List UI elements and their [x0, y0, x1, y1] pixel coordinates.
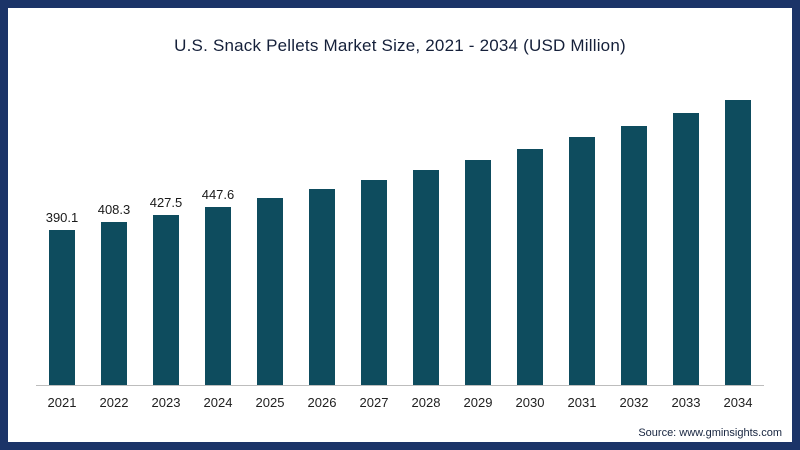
bar-column: 408.3: [88, 202, 140, 385]
bar-2031: [569, 137, 595, 385]
bar-2022: [101, 222, 127, 385]
bar-column: [556, 117, 608, 385]
bar-2030: [517, 149, 543, 385]
x-tick-label: 2026: [307, 395, 337, 410]
bar-column: [712, 80, 764, 385]
bar-2029: [465, 160, 491, 385]
bar-value-label: 427.5: [149, 195, 183, 210]
bar-2034: [725, 100, 751, 385]
bar-2028: [413, 170, 439, 385]
plot-area: 390.1 408.3 427.5 447.6 2021 2022 2023 2024 202…: [36, 75, 764, 410]
bar-value-label: 408.3: [97, 202, 131, 217]
x-tick-label: 2028: [411, 395, 441, 410]
x-tick-label: 2024: [203, 395, 233, 410]
source-credit: Source: www.gminsights.com: [638, 427, 782, 439]
bar-2026: [309, 189, 335, 385]
bar-column: 390.1: [36, 210, 88, 385]
bars-row: 390.1 408.3 427.5 447.6: [36, 75, 764, 385]
x-tick-label: 2031: [567, 395, 597, 410]
bar-2032: [621, 126, 647, 385]
bar-column: [400, 150, 452, 385]
bar-column: [296, 169, 348, 385]
bar-column: [608, 106, 660, 385]
x-tick-label: 2032: [619, 395, 649, 410]
bar-value-label: 390.1: [45, 210, 79, 225]
x-axis-labels: 2021 2022 2023 2024 2025 2026 2027 2028 2029 2030…: [36, 385, 764, 410]
bar-column: 427.5: [140, 195, 192, 385]
bar-2021: [49, 230, 75, 385]
bar-column: [348, 160, 400, 385]
x-tick-label: 2034: [723, 395, 753, 410]
bar-column: [660, 93, 712, 385]
bar-2023: [153, 215, 179, 385]
x-tick-label: 2030: [515, 395, 545, 410]
bar-2024: [205, 207, 231, 385]
bar-column: 447.6: [192, 187, 244, 385]
bar-column: [244, 178, 296, 385]
x-tick-label: 2027: [359, 395, 389, 410]
bar-2033: [673, 113, 699, 385]
bar-column: [504, 129, 556, 385]
x-tick-label: 2021: [47, 395, 77, 410]
x-tick-label: 2023: [151, 395, 181, 410]
x-tick-label: 2022: [99, 395, 129, 410]
x-tick-label: 2029: [463, 395, 493, 410]
bar-2027: [361, 180, 387, 385]
chart-title: U.S. Snack Pellets Market Size, 2021 - 2…: [174, 36, 626, 55]
bar-column: [452, 140, 504, 385]
x-tick-label: 2025: [255, 395, 285, 410]
bar-value-label: 447.6: [201, 187, 235, 202]
bar-2025: [257, 198, 283, 385]
x-tick-label: 2033: [671, 395, 701, 410]
